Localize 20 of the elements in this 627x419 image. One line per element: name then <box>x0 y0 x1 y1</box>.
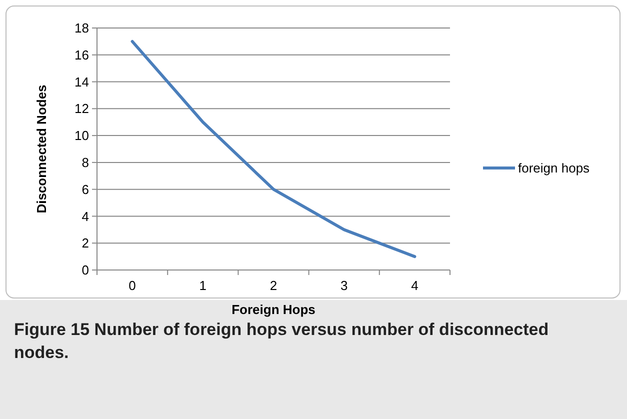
x-tick-label: 0 <box>128 278 136 293</box>
y-tick-label: 2 <box>82 236 89 251</box>
y-tick-label: 14 <box>74 74 89 90</box>
caption: Figure 15 Number of foreign hops versus number of disconnected nodes. <box>14 319 550 364</box>
y-tick-label: 4 <box>82 208 89 224</box>
y-tick-label: 6 <box>82 182 89 197</box>
x-tick-label: 1 <box>199 278 207 293</box>
y-tick-label: 0 <box>82 262 89 278</box>
x-tick-label: 3 <box>340 278 348 293</box>
line-series <box>130 40 416 258</box>
y-tick-label: 12 <box>74 101 89 116</box>
y-tick-label: 10 <box>74 128 89 144</box>
y-tick-label: 18 <box>74 20 89 36</box>
x-tick-label: 4 <box>411 278 418 293</box>
y-tick-label: 8 <box>82 154 89 170</box>
y-axis-title: Disconnected Nodes <box>34 84 49 214</box>
x-tick-label: 2 <box>270 278 278 293</box>
legend-label: foreign hops <box>518 160 590 176</box>
y-tick-label: 16 <box>74 47 89 62</box>
x-axis-title: Foreign Hops <box>232 302 316 317</box>
